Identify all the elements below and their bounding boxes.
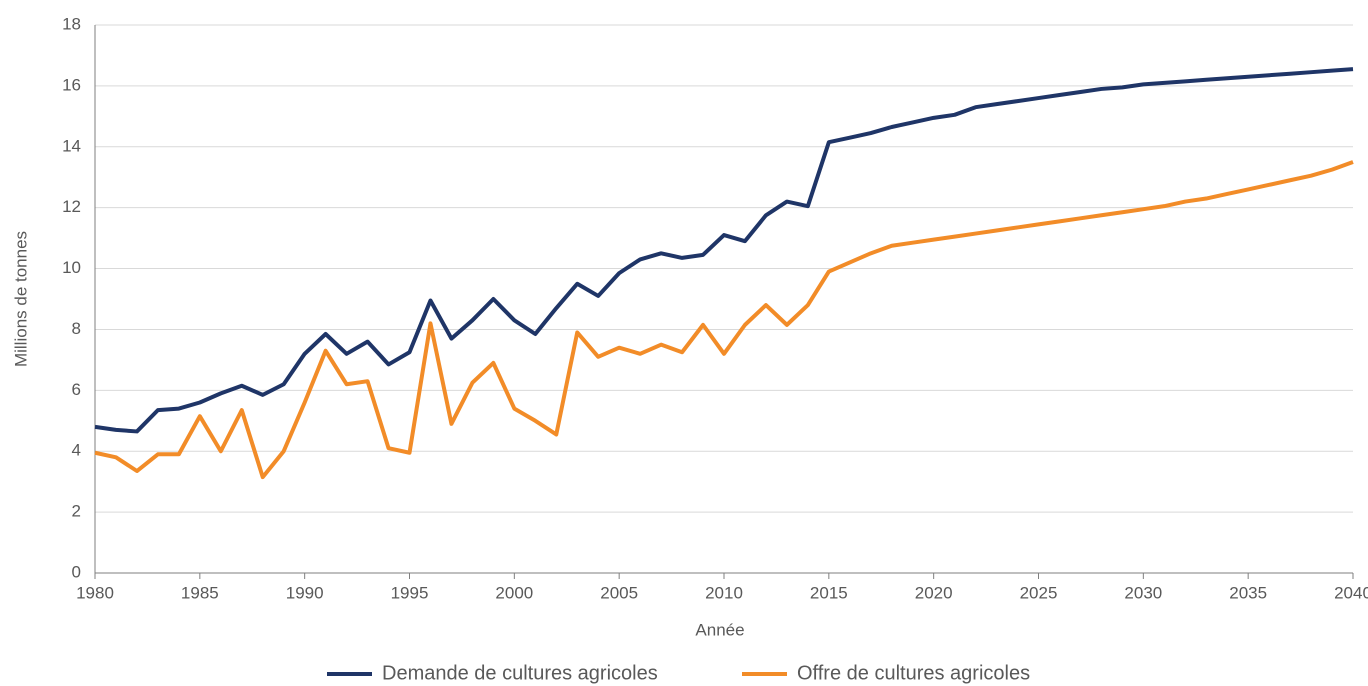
y-tick-label: 10 — [62, 258, 81, 277]
x-tick-label: 2030 — [1124, 583, 1162, 602]
x-tick-label: 1980 — [76, 583, 114, 602]
legend-label: Offre de cultures agricoles — [797, 662, 1030, 684]
legend-label: Demande de cultures agricoles — [382, 662, 658, 684]
y-tick-label: 6 — [72, 380, 81, 399]
x-tick-label: 2020 — [915, 583, 953, 602]
x-tick-label: 2025 — [1020, 583, 1058, 602]
y-tick-label: 2 — [72, 502, 81, 521]
y-tick-label: 8 — [72, 319, 81, 338]
y-tick-label: 14 — [62, 136, 81, 155]
x-tick-label: 2015 — [810, 583, 848, 602]
x-axis-label: Année — [695, 620, 744, 639]
x-tick-label: 1995 — [391, 583, 429, 602]
y-tick-label: 12 — [62, 197, 81, 216]
y-tick-label: 16 — [62, 75, 81, 94]
y-tick-label: 4 — [72, 441, 81, 460]
x-tick-label: 1990 — [286, 583, 324, 602]
data-line — [94, 160, 1354, 480]
y-axis-label: Millions de tonnes — [11, 231, 30, 367]
y-tick-label: 18 — [62, 14, 81, 33]
x-tick-label: 1985 — [181, 583, 219, 602]
x-tick-label: 2035 — [1229, 583, 1267, 602]
x-tick-label: 2005 — [600, 583, 638, 602]
x-tick-label: 2040 — [1334, 583, 1368, 602]
x-tick-label: 2000 — [495, 583, 533, 602]
y-tick-label: 0 — [72, 562, 81, 581]
data-line — [94, 67, 1354, 434]
x-tick-label: 2010 — [705, 583, 743, 602]
